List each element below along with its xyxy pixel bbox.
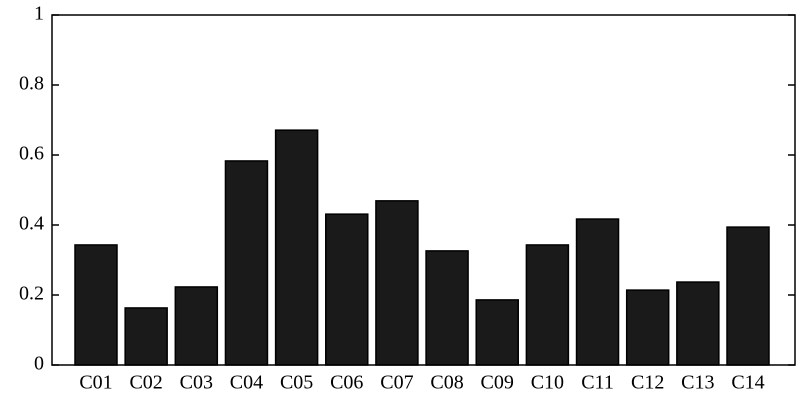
x-tick-label: C10 xyxy=(531,372,564,394)
plot-frame xyxy=(51,14,796,366)
bar xyxy=(325,213,369,366)
y-tick-label: 0.2 xyxy=(19,283,44,305)
x-tick-label: C11 xyxy=(581,372,614,394)
x-tick-label: C05 xyxy=(280,372,313,394)
y-tick-label: 0.4 xyxy=(19,213,44,235)
x-tick-label: C06 xyxy=(330,372,363,394)
bar xyxy=(575,218,620,366)
x-tick-label: C02 xyxy=(129,372,162,394)
bar xyxy=(375,200,419,366)
bar xyxy=(425,250,469,366)
y-tick-label: 0.8 xyxy=(19,73,44,95)
bar xyxy=(124,307,168,366)
x-tick-label: C01 xyxy=(79,372,112,394)
x-tick-label: C03 xyxy=(180,372,213,394)
x-tick-label: C07 xyxy=(380,372,413,394)
bar xyxy=(274,129,319,366)
bar xyxy=(676,281,720,366)
y-tick-label: 0 xyxy=(34,353,44,375)
x-tick-label: C13 xyxy=(681,372,714,394)
bar xyxy=(726,226,770,366)
x-tick-label: C14 xyxy=(731,372,764,394)
y-tick-label: 0.6 xyxy=(19,143,44,165)
x-tick-label: C12 xyxy=(631,372,664,394)
x-tick-label: C04 xyxy=(230,372,263,394)
bar xyxy=(224,160,269,366)
bar xyxy=(525,244,570,366)
bar xyxy=(74,244,118,366)
x-tick-label: C09 xyxy=(481,372,514,394)
bar xyxy=(625,289,670,366)
x-tick-label: C08 xyxy=(430,372,463,394)
bar xyxy=(475,299,519,366)
y-tick-label: 1 xyxy=(34,3,44,25)
bar xyxy=(174,286,219,366)
